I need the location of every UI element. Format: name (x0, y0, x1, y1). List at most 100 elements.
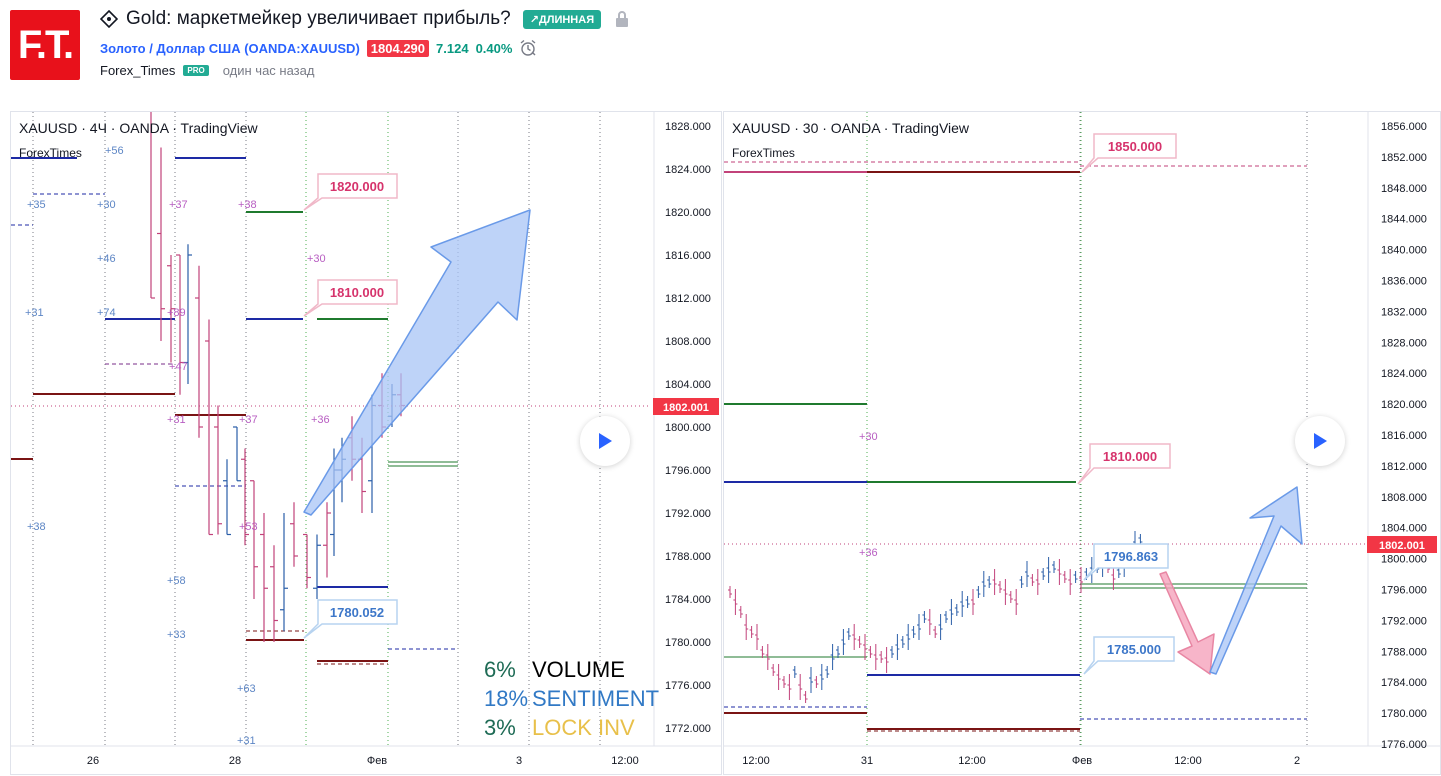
right-price-tick: 1844.000 (1381, 214, 1427, 226)
publish-time: один час назад (222, 63, 315, 78)
right-price-tick: 1804.000 (1381, 523, 1427, 535)
left-price-tick: 1792.000 (665, 508, 711, 520)
left-level-label: +35 (27, 199, 46, 211)
right-time-tick: 12:00 (958, 755, 986, 767)
left-price-tick: 1772.000 (665, 723, 711, 735)
callout-1785[interactable]: 1785.000 (1083, 636, 1175, 675)
right-price-tick: 1776.000 (1381, 739, 1427, 751)
left-last-price: 1802.001 (663, 402, 709, 414)
left-price-tick: 1784.000 (665, 594, 711, 606)
right-price-tick: 1812.000 (1381, 461, 1427, 473)
left-level-label: +30 (97, 199, 116, 211)
right-price-tick: 1832.000 (1381, 306, 1427, 318)
left-price-tick: 1824.000 (665, 164, 711, 176)
author-logo[interactable]: F.T. (10, 10, 80, 80)
callout-r1810-label: 1810.000 (1103, 449, 1157, 464)
idea-title[interactable]: Gold: маркетмейкер увеличивает прибыль? (126, 8, 511, 29)
idea-title-row: Gold: маркетмейкер увеличивает прибыль? … (100, 8, 629, 30)
legend-lockinv-pct: 3% (484, 715, 516, 740)
left-chart[interactable]: +56 +35 +30 +37 +38 +46 +30 +31 +74 +89 +47 +37 +31 +… (10, 111, 722, 775)
left-level-label: +63 (237, 683, 256, 695)
right-price-tick: 1848.000 (1381, 183, 1427, 195)
left-price-tick: 1788.000 (665, 551, 711, 563)
right-price-tick: 1824.000 (1381, 368, 1427, 380)
right-level-label: +36 (859, 547, 878, 559)
author-row: Forex_Times PRO один час назад (100, 63, 314, 78)
left-level-label: +53 (239, 521, 258, 533)
legend-sentiment-label: SENTIMENT (532, 686, 660, 711)
left-level-label: +33 (167, 629, 186, 641)
symbol-row: Золото / Доллар США (OANDA:XAUUSD) 1804.… (100, 39, 537, 57)
right-price-tick: 1800.000 (1381, 554, 1427, 566)
left-level-label: +47 (169, 361, 188, 373)
right-chart-subtitle: ForexTimes (732, 146, 795, 160)
right-level-label: +30 (859, 431, 878, 443)
pro-badge: PRO (183, 65, 209, 76)
left-price-tick: 1820.000 (665, 207, 711, 219)
price-badge: 1804.290 (366, 39, 430, 57)
right-time-tick: 31 (861, 755, 873, 767)
right-price-tick: 1820.000 (1381, 399, 1427, 411)
left-price-tick: 1800.000 (665, 422, 711, 434)
play-icon (1314, 433, 1327, 449)
callout-1850[interactable]: 1850.000 (1081, 133, 1177, 173)
right-price-tick: 1836.000 (1381, 276, 1427, 288)
left-last-price-tag (653, 398, 719, 415)
left-price-tick: 1776.000 (665, 680, 711, 692)
legend-row-sentiment: 18% SENTIMENT (484, 684, 659, 713)
right-time-tick: 12:00 (1174, 755, 1202, 767)
right-price-tick: 1852.000 (1381, 152, 1427, 164)
legend-row-lockinv: 3% LOCK INV (484, 713, 659, 742)
left-price-tick: 1796.000 (665, 465, 711, 477)
legend-lockinv-label: LOCK INV (532, 715, 635, 740)
left-price-tick: 1804.000 (665, 379, 711, 391)
left-level-label: +74 (97, 307, 116, 319)
left-price-tick: 1780.000 (665, 637, 711, 649)
left-level-label: +58 (167, 575, 186, 587)
left-level-label: +31 (25, 307, 44, 319)
alarm-icon[interactable] (519, 39, 537, 57)
left-play-button[interactable] (580, 416, 630, 466)
play-icon (599, 433, 612, 449)
price-change: 7.124 (436, 40, 469, 56)
lock-icon (616, 11, 629, 27)
left-level-label: +31 (237, 735, 256, 747)
left-chart-canvas[interactable]: +56 +35 +30 +37 +38 +46 +30 +31 +74 +89 +47 +37 +31 +… (11, 112, 721, 774)
callout-r1810[interactable]: 1810.000 (1077, 443, 1171, 485)
callout-1785-label: 1785.000 (1107, 642, 1161, 657)
author-name[interactable]: Forex_Times (100, 63, 176, 78)
right-chart[interactable]: 1856.000 1852.000 1848.000 1844.000 1840.000… (723, 111, 1441, 775)
left-time-tick: 28 (229, 755, 241, 767)
callout-1820[interactable]: 1820.000 (303, 173, 398, 211)
right-price-tick: 1816.000 (1381, 430, 1427, 442)
right-price-tick: 1784.000 (1381, 677, 1427, 689)
legend-sentiment-pct: 18% (484, 686, 529, 711)
left-level-label: +31 (167, 414, 186, 426)
right-price-tick: 1796.000 (1381, 585, 1427, 597)
left-level-label: +37 (239, 414, 258, 426)
callout-1780[interactable]: 1780.052 (303, 599, 398, 639)
right-chart-title: XAUUSD · 30 · OANDA · TradingView (732, 120, 970, 136)
callout-1796-label: 1796.863 (1104, 549, 1158, 564)
legend-volume-label: VOLUME (532, 657, 625, 682)
right-play-button[interactable] (1295, 416, 1345, 466)
idea-diamond-icon (100, 10, 118, 28)
right-price-tick: 1828.000 (1381, 337, 1427, 349)
left-chart-subtitle: ForexTimes (19, 146, 82, 160)
left-price-tick: 1808.000 (665, 336, 711, 348)
right-time-tick: Фев (1072, 755, 1092, 767)
right-chart-canvas[interactable]: 1856.000 1852.000 1848.000 1844.000 1840.000… (724, 112, 1440, 774)
callout-1796[interactable]: 1796.863 (1083, 543, 1169, 581)
right-time-tick: 2 (1294, 755, 1300, 767)
symbol-link[interactable]: Золото / Доллар США (OANDA:XAUUSD) (100, 40, 360, 56)
left-price-tick: 1812.000 (665, 293, 711, 305)
callout-1780-label: 1780.052 (330, 605, 384, 620)
left-time-tick: 12:00 (611, 755, 639, 767)
callout-1810[interactable]: 1810.000 (303, 279, 398, 317)
right-last-price: 1802.001 (1379, 540, 1425, 552)
right-time-tick: 12:00 (742, 755, 770, 767)
left-level-label: +46 (97, 253, 116, 265)
left-level-label: +30 (307, 253, 326, 265)
right-price-tick: 1780.000 (1381, 708, 1427, 720)
left-time-tick: Фев (367, 755, 387, 767)
